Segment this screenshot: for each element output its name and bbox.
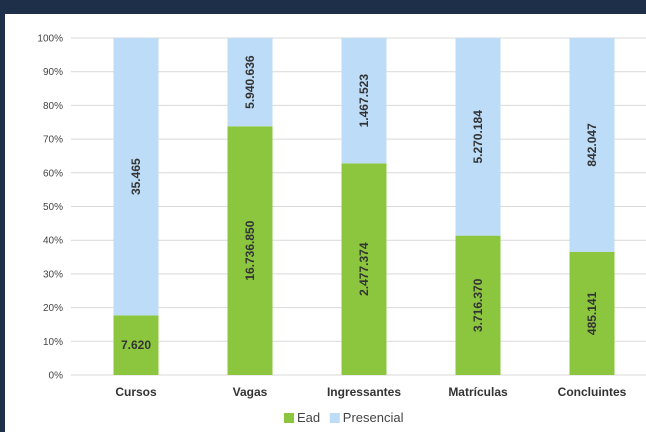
- data-label-ead: 3.716.370: [471, 278, 485, 332]
- y-tick-label: 40%: [43, 236, 63, 247]
- data-label-presencial: 5.270.184: [471, 110, 485, 164]
- bar-segment-presencial: [455, 38, 501, 236]
- data-label-presencial: 5.940.636: [243, 55, 257, 109]
- y-tick-label: 10%: [43, 337, 63, 348]
- y-tick-label: 30%: [43, 269, 63, 280]
- category-label: Cursos: [115, 385, 157, 399]
- data-labels: 7.620 35.465 16.736.850 5.940.636 2.477.374 1…: [121, 55, 599, 352]
- data-label-presencial: 35.465: [129, 158, 143, 195]
- bar-segment-ead: [341, 163, 387, 375]
- category-label: Concluintes: [558, 385, 627, 399]
- bar-segment-presencial: [227, 38, 273, 127]
- y-tick-label: 90%: [43, 67, 63, 78]
- bar-segment-presencial: [569, 38, 615, 252]
- bars: [113, 38, 615, 375]
- y-tick-label: 70%: [43, 135, 63, 146]
- bar-segment-ead: [227, 126, 273, 375]
- stacked-bar-chart: 0% 10% 20% 30% 40% 50% 60% 70% 80% 90% 100% 7.620 3…: [37, 34, 646, 425]
- bar-segment-presencial: [341, 38, 387, 164]
- data-label-presencial: 1.467.523: [357, 74, 371, 128]
- legend-label-ead: Ead: [297, 410, 320, 425]
- bar-segment-ead: [455, 235, 501, 375]
- y-tick-label: 50%: [43, 202, 63, 213]
- legend-label-presencial: Presencial: [343, 410, 404, 425]
- category-label: Ingressantes: [327, 385, 401, 399]
- legend-swatch-presencial: [329, 413, 340, 423]
- category-label: Vagas: [233, 385, 268, 399]
- data-label-ead: 16.736.850: [243, 220, 257, 280]
- y-tick-label: 60%: [43, 168, 63, 179]
- y-tick-label: 80%: [43, 101, 63, 112]
- category-labels: Cursos Vagas Ingressantes Matrículas Conclui…: [115, 385, 626, 399]
- bar-segment-ead: [569, 251, 615, 375]
- y-tick-label: 100%: [37, 34, 63, 45]
- category-label: Matrículas: [448, 385, 508, 399]
- y-tick-label: 0%: [49, 371, 64, 382]
- data-label-presencial: 842.047: [585, 123, 599, 167]
- chart-frame: 0% 10% 20% 30% 40% 50% 60% 70% 80% 90% 100% 7.620 3…: [5, 14, 646, 432]
- bar-segment-ead: [113, 315, 159, 375]
- y-tick-label: 20%: [43, 303, 63, 314]
- data-label-ead: 485.141: [585, 291, 599, 335]
- bar-segment-presencial: [113, 38, 159, 316]
- y-axis-tick-labels: 0% 10% 20% 30% 40% 50% 60% 70% 80% 90% 100%: [37, 34, 63, 382]
- legend: Ead Presencial: [284, 410, 404, 425]
- data-label-ead: 7.620: [121, 338, 151, 352]
- legend-swatch-ead: [284, 413, 294, 423]
- data-label-ead: 2.477.374: [357, 242, 371, 296]
